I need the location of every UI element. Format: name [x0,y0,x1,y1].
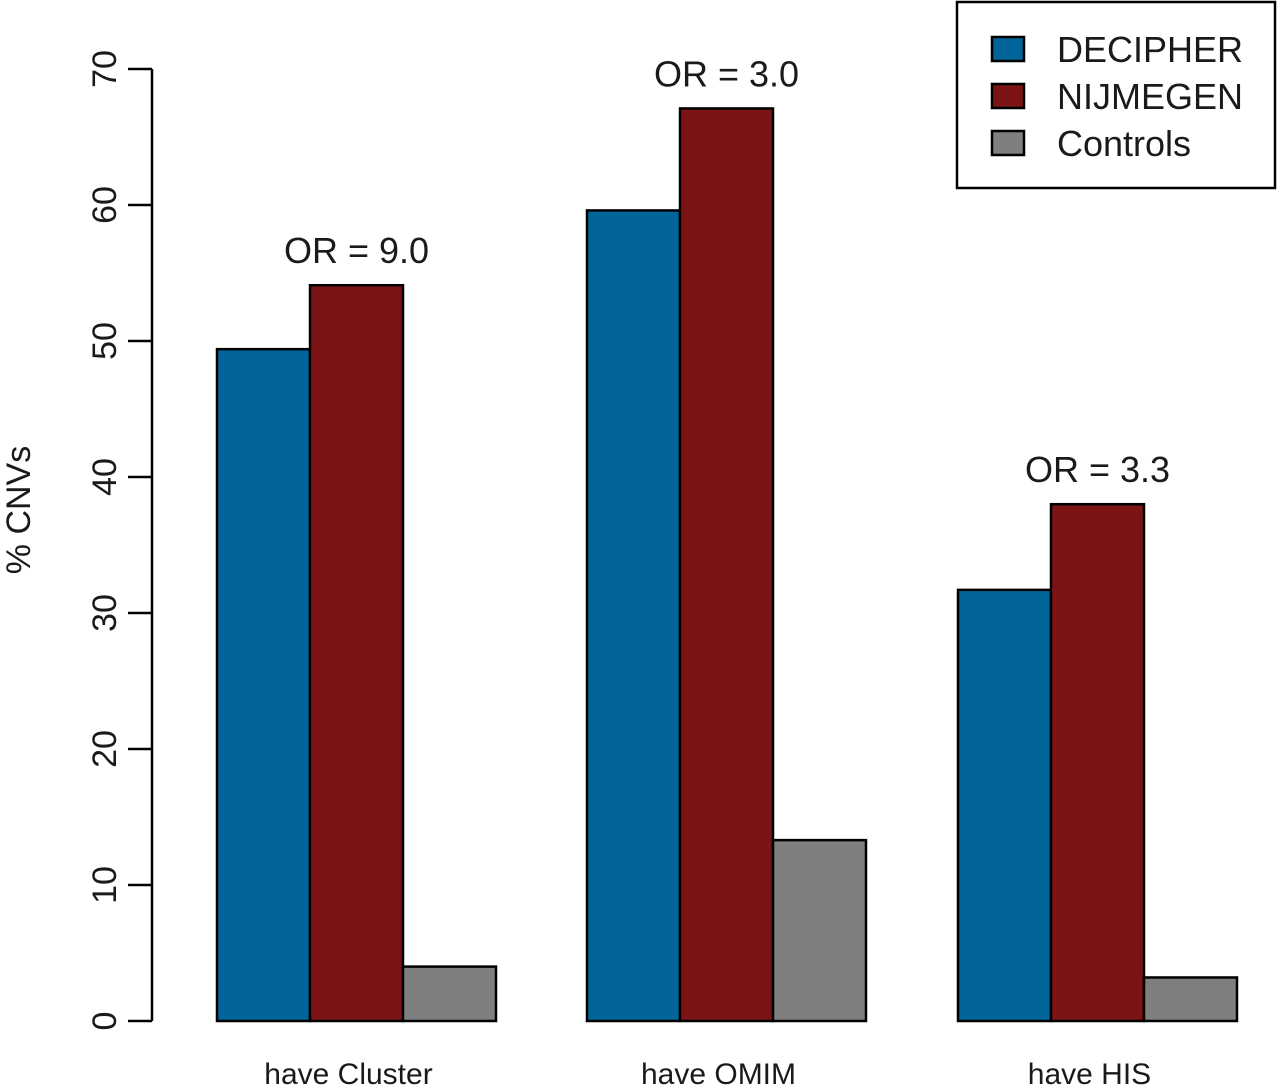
legend-swatch-controls [990,129,1026,157]
bar-nijmegen-2 [678,107,775,1023]
odds-ratio-label: OR = 9.0 [284,230,429,271]
y-tick-label: 10 [86,866,124,904]
y-tick-label: 40 [86,458,124,496]
odds-ratio-label: OR = 3.3 [1025,449,1170,490]
y-tick-label: 60 [86,186,124,224]
bar-nijmegen-3 [1049,502,1146,1023]
bar-decipher-1 [215,347,312,1023]
y-tick-label: 70 [86,50,124,88]
category-label: have Cluster [264,1058,432,1090]
y-tick-label: 0 [86,1012,124,1031]
category-label: have OMIM [641,1058,796,1090]
legend-swatch-decipher [990,35,1026,63]
bar-nijmegen-1 [308,283,405,1023]
bar-controls-3 [1142,976,1239,1023]
legend-label-decipher: DECIPHER [1057,29,1243,70]
bar-controls-2 [771,838,868,1023]
y-axis-label: % CNVs [0,446,38,574]
y-tick-label: 50 [86,322,124,360]
y-axis: 0 10 20 30 40 50 60 70 [86,50,154,1031]
bar-decipher-3 [956,588,1053,1023]
category-labels: have Cluster have OMIM have HIS [264,1058,1151,1090]
bars [215,107,1239,1023]
y-tick-label: 30 [86,594,124,632]
legend-label-nijmegen: NIJMEGEN [1057,76,1243,117]
y-tick-label: 20 [86,730,124,768]
bar-controls-1 [401,965,498,1023]
annotations: OR = 9.0 OR = 3.0 OR = 3.3 [284,53,1170,490]
legend-swatch-nijmegen [990,82,1026,110]
category-label: have HIS [1028,1058,1151,1090]
legend-label-controls: Controls [1057,123,1191,164]
odds-ratio-label: OR = 3.0 [654,53,799,94]
legend: DECIPHER NIJMEGEN Controls [955,0,1277,190]
bar-decipher-2 [585,209,682,1023]
